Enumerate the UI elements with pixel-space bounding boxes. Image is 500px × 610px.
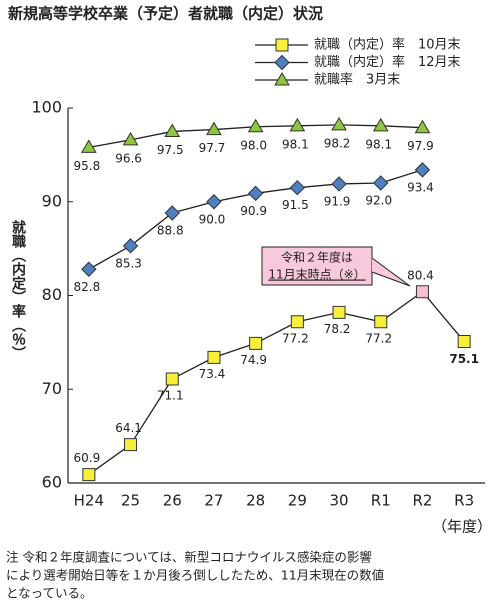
marker: [275, 38, 289, 52]
x-tick-label: H24: [74, 492, 104, 510]
data-label: 96.6: [115, 151, 142, 165]
y-tick-label: 90: [42, 191, 62, 210]
x-tick-label: 27: [204, 492, 223, 510]
data-label: 73.4: [199, 367, 226, 381]
note: 注 令和２年度調査については、新型コロナウイルス感染症の影響: [6, 550, 372, 565]
callout-text: 令和２年度は: [281, 250, 353, 265]
chart-title: 新規高等学校卒業（予定）者就職（内定）状況: [8, 5, 323, 23]
data-label: 60.9: [73, 451, 100, 465]
x-tick-label: 28: [246, 492, 265, 510]
marker: [372, 117, 389, 132]
series-line: [88, 290, 465, 476]
data-label: 91.5: [282, 198, 309, 212]
data-label: 80.4: [407, 268, 434, 282]
marker: [457, 334, 471, 348]
marker: [289, 179, 306, 196]
marker: [164, 123, 181, 137]
callout-text: 11月末時点（※）: [268, 268, 365, 282]
marker: [206, 194, 222, 210]
x-tick-label: 29: [288, 492, 307, 510]
data-label: 77.2: [365, 331, 392, 345]
marker: [247, 185, 264, 202]
data-label: 98.1: [365, 137, 392, 151]
series: 60.9 64.1 71.1 73.4 74.9 77.2 78.2 77.2 80.4 75.1: [73, 268, 479, 482]
x-tick-label: 30: [330, 492, 349, 510]
data-label: 97.5: [157, 143, 184, 157]
marker: [122, 238, 139, 254]
data-label: 77.2: [282, 331, 309, 345]
y-tick-label: 80: [42, 285, 62, 304]
y-tick-label: 60: [42, 473, 62, 492]
marker: [274, 54, 290, 71]
marker: [374, 315, 388, 329]
x-tick-label: 26: [163, 492, 182, 510]
marker: [332, 305, 346, 319]
marker: [414, 119, 431, 134]
data-label: 90.9: [240, 204, 267, 218]
marker: [206, 121, 222, 136]
marker: [122, 131, 139, 146]
marker: [164, 205, 180, 221]
callout-box: [261, 246, 373, 286]
x-tick-label: R1: [371, 492, 391, 510]
y-axis-label: 就職（内定）率（％）: [10, 219, 27, 360]
data-label: 71.1: [157, 388, 184, 402]
data-label: 97.9: [407, 139, 434, 153]
x-tick-label: 25: [121, 492, 140, 510]
y-tick-label: 70: [42, 379, 62, 398]
data-label: 78.2: [324, 322, 351, 336]
data-label: 98.1: [282, 137, 309, 151]
data-label: 92.0: [365, 194, 392, 208]
marker: [274, 72, 290, 86]
data-label: 85.3: [115, 256, 142, 270]
x-unit: （年度）: [432, 518, 492, 536]
data-label: 82.8: [73, 280, 100, 294]
marker: [373, 175, 389, 191]
data-label: 75.1: [449, 352, 479, 366]
marker: [290, 315, 304, 329]
callout-pointer: [371, 257, 411, 287]
x-tick-label: R2: [412, 492, 432, 510]
marker: [81, 261, 97, 277]
marker: [124, 438, 138, 452]
marker: [249, 336, 263, 350]
data-label: 93.4: [407, 180, 434, 194]
note: となっている。: [6, 586, 93, 601]
legend-label: 就職（内定）率 12月末: [314, 54, 461, 70]
callout: 令和２年度は 11月末時点（※）: [261, 246, 411, 287]
marker: [82, 468, 96, 482]
marker: [289, 117, 306, 132]
data-label: 74.9: [240, 353, 267, 367]
data-label: 88.8: [157, 224, 184, 238]
marker: [331, 176, 347, 192]
y-tick-label: 100: [31, 98, 62, 117]
data-label: 90.0: [199, 212, 226, 226]
marker: [80, 139, 97, 153]
legend-label: 就職率 3月末: [314, 72, 400, 88]
data-label: 64.1: [115, 421, 142, 435]
legend-label: 就職（内定）率 10月末: [314, 37, 461, 53]
data-label: 91.9: [324, 194, 351, 208]
data-label: 97.7: [199, 141, 226, 155]
series: 95.8 96.6 97.5 97.7 98.0 98.1 98.2 98.1 97.9: [73, 116, 434, 173]
data-label: 98.2: [324, 136, 351, 150]
marker: [247, 118, 264, 133]
marker: [165, 372, 179, 386]
marker: [207, 350, 221, 364]
marker: [415, 285, 429, 299]
x-tick-label: R3: [454, 492, 474, 510]
data-label: 98.0: [240, 138, 267, 152]
data-label: 95.8: [73, 159, 100, 173]
marker: [414, 162, 431, 178]
note: により選考開始日等を１か月後ろ倒ししたため、11月末現在の数値: [6, 568, 384, 583]
series: 82.8 85.3 88.8 90.0 90.9 91.5 91.9 92.0 93.4: [73, 162, 434, 294]
marker: [331, 116, 347, 131]
